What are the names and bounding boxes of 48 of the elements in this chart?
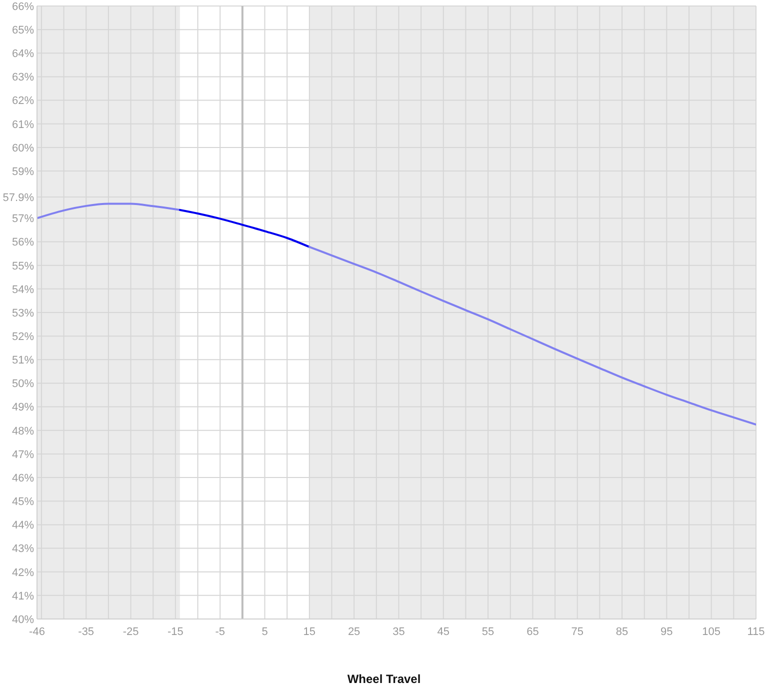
- line-series: [308, 246, 756, 426]
- y-tick-label: 43%: [12, 543, 34, 556]
- y-tick-label: 57%: [12, 213, 34, 226]
- x-tick-label: 85: [616, 626, 628, 638]
- y-tick-label: 45%: [12, 496, 34, 508]
- y-tick-label: 54%: [12, 284, 34, 296]
- y-tick-label: 49%: [12, 402, 34, 414]
- y-tick-label: 57.9%: [2, 192, 34, 204]
- y-tick-label: 51%: [12, 354, 34, 367]
- x-tick-label: -15: [167, 626, 184, 638]
- y-tick-label: 64%: [12, 48, 34, 60]
- x-tick-label: 105: [702, 626, 721, 638]
- y-tick-label: 48%: [12, 425, 34, 438]
- y-tick-label: 56%: [12, 236, 34, 249]
- y-tick-label: 41%: [12, 590, 34, 602]
- x-tick-label: 65: [526, 626, 539, 638]
- x-tick-label: 25: [348, 626, 360, 638]
- x-tick-label: 115: [747, 626, 765, 638]
- y-tick-label: 47%: [12, 448, 34, 461]
- y-tick-label: 63%: [12, 72, 34, 84]
- x-tick-label: -5: [215, 626, 225, 638]
- x-tick-label: 75: [571, 626, 584, 638]
- y-tick-label: 62%: [12, 95, 34, 108]
- x-tick-label: 15: [303, 626, 316, 638]
- x-tick-label: 5: [262, 626, 268, 638]
- x-tick-label: -46: [29, 626, 45, 638]
- x-axis-title: Wheel Travel: [347, 672, 421, 686]
- x-tick-label: 55: [482, 626, 494, 638]
- line-series: [178, 208, 310, 248]
- y-tick-label: 55%: [12, 260, 34, 272]
- line-series: [37, 202, 181, 220]
- y-tick-label: 46%: [12, 472, 34, 484]
- x-tick-label: 35: [392, 626, 405, 638]
- x-tick-label: -25: [122, 626, 139, 638]
- y-tick-label: 40%: [12, 614, 34, 626]
- y-tick-label: 59%: [12, 166, 34, 178]
- y-tick-label: 60%: [12, 142, 34, 154]
- x-tick-label: -35: [78, 626, 94, 638]
- x-tick-label: 95: [660, 626, 673, 638]
- y-tick-label: 66%: [12, 0, 34, 13]
- y-tick-label: 50%: [12, 378, 34, 390]
- x-tick-label: 45: [437, 626, 450, 638]
- y-tick-label: 52%: [12, 330, 34, 343]
- y-tick-label: 42%: [12, 566, 34, 579]
- y-tick-label: 61%: [12, 118, 34, 131]
- y-tick-label: 65%: [12, 24, 34, 36]
- y-tick-label: 44%: [12, 520, 34, 532]
- y-tick-label: 53%: [12, 307, 34, 320]
